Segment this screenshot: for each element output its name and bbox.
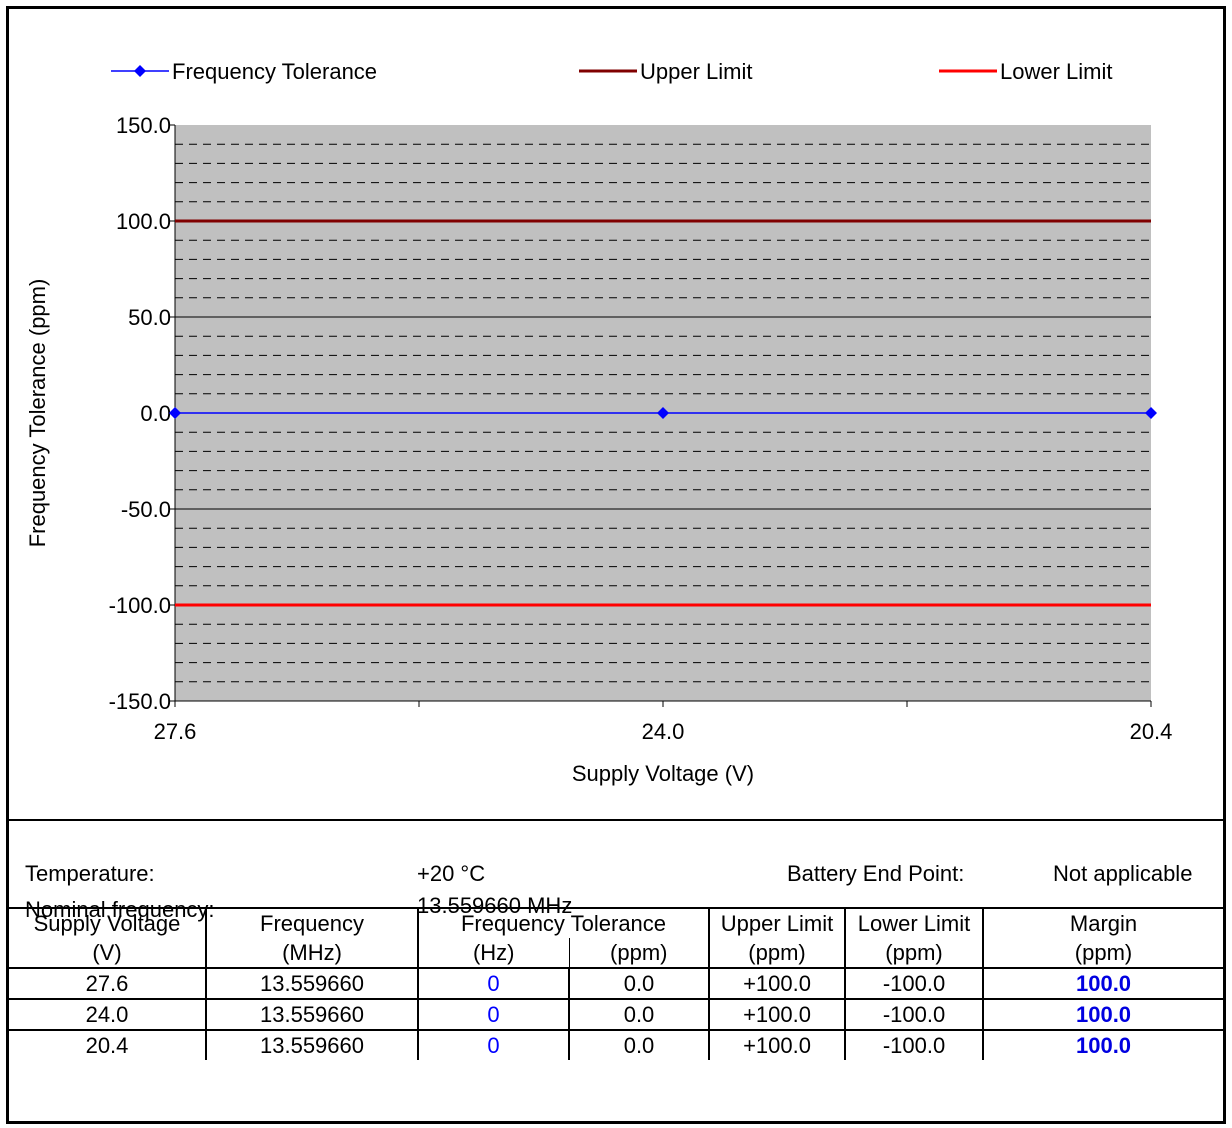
- cell-tolerance-ppm: 0.0: [567, 1029, 710, 1060]
- data-point-marker: [1145, 407, 1157, 419]
- cell-margin: 100.0: [982, 998, 1223, 1030]
- table-row: 20.4 13.559660 0 0.0 +100.0 -100.0 100.0: [9, 1029, 1223, 1060]
- cell-frequency: 13.559660: [205, 998, 418, 1030]
- unit-lower-limit: (ppm): [844, 938, 984, 968]
- chart-table-separator: [9, 819, 1223, 821]
- unit-supply-voltage: (V): [92, 940, 122, 965]
- y-tick-label: 150.0: [116, 113, 171, 138]
- x-tick-label: 24.0: [642, 719, 685, 744]
- cell-lower-limit: -100.0: [844, 967, 984, 999]
- cell-tolerance-hz: 0: [417, 998, 569, 1030]
- cell-tolerance-ppm: 0.0: [567, 967, 710, 999]
- table-row: 24.0 13.559660 0 0.0 +100.0 -100.0 100.0: [9, 998, 1223, 1030]
- temperature-value: +20 °C: [417, 861, 486, 886]
- table-unit-row: (V) (MHz) (Hz) (ppm) (ppm) (ppm) (ppm): [9, 938, 1223, 968]
- chart: 150.0 100.0 50.0 0.0 -50.0 -100.0 -150.0 27.6 24…: [25, 59, 1173, 786]
- y-tick-label: 100.0: [116, 209, 171, 234]
- cell-supply-voltage: 27.6: [9, 967, 206, 999]
- table-header-row: Supply Voltage Frequency Frequency Toler…: [9, 907, 1223, 938]
- unit-tolerance-ppm: (ppm): [568, 938, 710, 968]
- y-axis-title: Frequency Tolerance (ppm): [25, 279, 50, 548]
- y-tick-label: -150.0: [109, 689, 171, 714]
- cell-tolerance-hz: 0: [417, 1029, 569, 1060]
- legend-label: Lower Limit: [1000, 59, 1112, 84]
- x-tick-label: 27.6: [154, 719, 197, 744]
- data-point-marker: [169, 407, 181, 419]
- col-header-frequency-tolerance: Frequency Tolerance: [416, 907, 710, 938]
- unit-upper-limit: (ppm): [708, 938, 846, 968]
- y-tick-label: 0.0: [140, 401, 171, 426]
- cell-upper-limit: +100.0: [708, 998, 846, 1030]
- col-header-lower-limit: Lower Limit: [844, 907, 984, 938]
- y-tick-label: 50.0: [128, 305, 171, 330]
- battery-end-point-label: Battery End Point:: [787, 861, 965, 886]
- table-row: 27.6 13.559660 0 0.0 +100.0 -100.0 100.0: [9, 967, 1223, 999]
- battery-end-point-value: Not applicable: [1053, 861, 1193, 886]
- legend-label: Frequency Tolerance: [172, 59, 377, 84]
- cell-supply-voltage: 20.4: [9, 1029, 206, 1060]
- cell-tolerance-ppm: 0.0: [567, 998, 710, 1030]
- x-tick-label: 20.4: [1130, 719, 1173, 744]
- cell-upper-limit: +100.0: [708, 967, 846, 999]
- legend-label: Upper Limit: [640, 59, 752, 84]
- cell-frequency: 13.559660: [205, 967, 418, 999]
- results-table: Supply Voltage Frequency Frequency Toler…: [9, 907, 1223, 1060]
- cell-lower-limit: -100.0: [844, 1029, 984, 1060]
- col-header-frequency: Frequency: [205, 907, 418, 938]
- unit-margin: (ppm): [982, 938, 1223, 968]
- col-header-margin: Margin: [982, 907, 1223, 938]
- unit-tolerance-hz: (Hz): [417, 938, 569, 968]
- legend-marker: [134, 65, 146, 77]
- y-tick-label: -50.0: [121, 497, 171, 522]
- x-axis-title: Supply Voltage (V): [572, 761, 754, 786]
- data-point-marker: [657, 407, 669, 419]
- cell-lower-limit: -100.0: [844, 998, 984, 1030]
- y-tick-label: -100.0: [109, 593, 171, 618]
- cell-margin: 100.0: [982, 1029, 1223, 1060]
- temperature-label: Temperature:: [25, 861, 155, 886]
- col-header-supply-voltage: Supply Voltage: [9, 907, 206, 938]
- cell-upper-limit: +100.0: [708, 1029, 846, 1060]
- cell-margin: 100.0: [982, 967, 1223, 999]
- cell-frequency: 13.559660: [205, 1029, 418, 1060]
- unit-frequency: (MHz): [205, 938, 418, 968]
- cell-tolerance-hz: 0: [417, 967, 569, 999]
- report-frame: 150.0 100.0 50.0 0.0 -50.0 -100.0 -150.0 27.6 24…: [6, 6, 1226, 1124]
- cell-supply-voltage: 24.0: [9, 998, 206, 1030]
- col-header-upper-limit: Upper Limit: [708, 907, 846, 938]
